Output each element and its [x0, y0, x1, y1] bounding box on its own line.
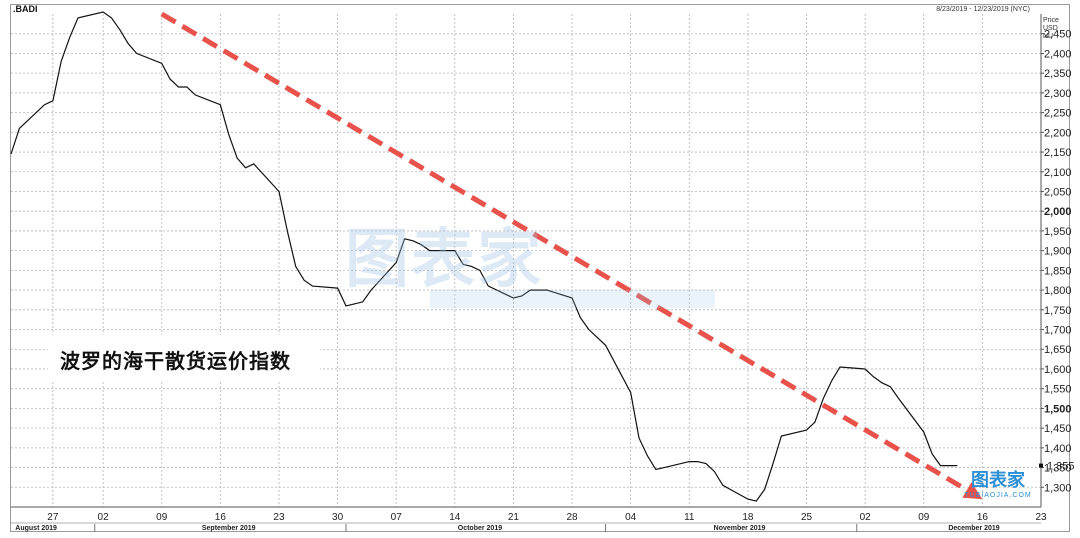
y-tick-label: 1,850	[1044, 265, 1072, 277]
x-tick-label: 25	[801, 512, 813, 523]
y-tick-label: 1,900	[1044, 246, 1072, 258]
month-label: December 2019	[948, 525, 999, 532]
y-tick-label: 2,300	[1044, 88, 1072, 100]
month-label: September 2019	[202, 525, 256, 532]
x-tick-label: 09	[918, 512, 930, 523]
x-tick-label: 23	[1035, 512, 1047, 523]
y-tick-label: 1,500	[1044, 403, 1072, 415]
chart-title: .BADI	[13, 4, 38, 14]
watermark: 图表家	[345, 223, 543, 297]
y-tick-label: 1,350	[1044, 463, 1072, 475]
y-tick-label: 1,800	[1044, 285, 1072, 297]
x-tick-label: 27	[47, 512, 59, 523]
y-tick-label: 2,350	[1044, 68, 1072, 80]
y-unit-usd: USD	[1043, 25, 1058, 32]
x-tick-label: 14	[449, 512, 461, 523]
line-layer	[10, 11, 958, 502]
y-tick-label: 2,000	[1044, 206, 1072, 218]
y-tick-label: 1,550	[1044, 384, 1072, 396]
y-tick-label: 1,600	[1044, 364, 1072, 376]
x-tick-label: 28	[566, 512, 578, 523]
trend-arrow-layer	[160, 11, 983, 500]
annotation-box	[48, 335, 320, 381]
y-tick-label: 1,400	[1044, 443, 1072, 455]
x-tick-label: 30	[332, 512, 344, 523]
month-label: November 2019	[714, 525, 766, 532]
x-tick-label: 02	[98, 512, 110, 523]
logo-text: 图表家	[971, 470, 1025, 491]
date-range-label: 8/23/2019 - 12/23/2019 (NYC)	[936, 6, 1030, 13]
y-tick-label: 2,400	[1044, 48, 1072, 60]
last-value-marker	[1039, 463, 1043, 468]
y-tick-label: 1,950	[1044, 226, 1072, 238]
month-label: October 2019	[458, 525, 502, 532]
y-tick-label: 2,100	[1044, 167, 1072, 179]
x-tick-label: 23	[273, 512, 285, 523]
y-tick-label: 1,700	[1044, 325, 1072, 337]
y-tick-label: 2,050	[1044, 186, 1072, 198]
month-label: August 2019	[15, 525, 57, 532]
logo-subtext: TUBIAOJIA.COM	[964, 492, 1032, 499]
y-tick-label: 1,750	[1044, 305, 1072, 317]
trend-arrow-head	[962, 482, 983, 500]
x-tick-label: 09	[156, 512, 168, 523]
y-tick-label: 2,150	[1044, 147, 1072, 159]
x-tick-label: 02	[860, 512, 872, 523]
x-tick-label: 07	[391, 512, 403, 523]
x-tick-label: 16	[977, 512, 989, 523]
y-tick-label: 2,450	[1044, 29, 1072, 41]
x-tick-label: 11	[684, 512, 695, 523]
y-tick-label: 1,450	[1044, 423, 1072, 435]
x-tick-label: 04	[625, 512, 637, 523]
y-tick-label: 2,200	[1044, 127, 1072, 139]
y-tick-label: 2,250	[1044, 108, 1072, 120]
y-unit-price: Price	[1043, 17, 1059, 24]
last-value-label: 1,355	[1047, 461, 1075, 473]
x-tick-label: 18	[742, 512, 754, 523]
x-tick-label: 16	[215, 512, 227, 523]
logo: 图表家 TUBIAOJIA.COM	[958, 470, 1038, 508]
watermark-bar	[430, 290, 715, 308]
x-tick-label: 21	[508, 512, 520, 523]
series-line	[10, 11, 958, 502]
trend-arrow-shaft	[160, 11, 969, 493]
y-tick-label: 1,650	[1044, 344, 1072, 356]
axis-layer: 1,300 1,350 1,400 1,450 1,500 1,550 1,600 1,650…	[11, 14, 1075, 532]
y-tick-label: 1,300	[1044, 482, 1072, 494]
annotation-text: 波罗的海干散货运价指数	[60, 349, 291, 373]
y-unit-nu: NU	[1043, 33, 1053, 40]
